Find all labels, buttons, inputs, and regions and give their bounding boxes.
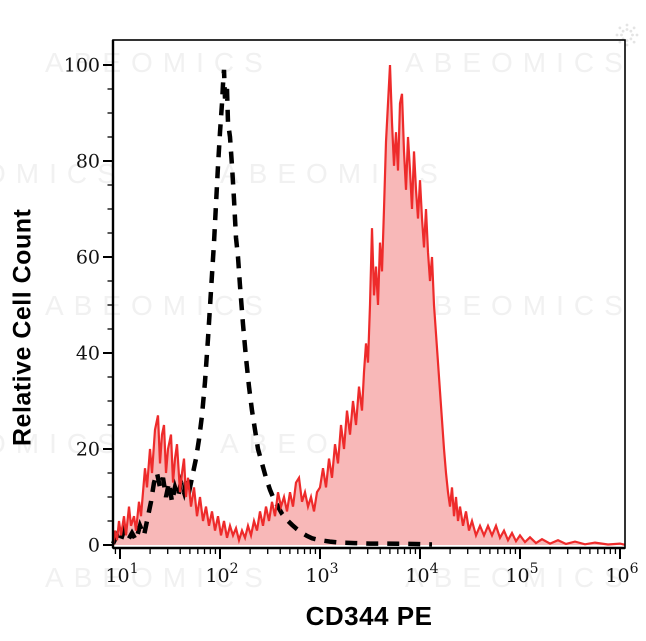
y-tick-label: 100 <box>64 55 100 77</box>
x-tick-label: 106 <box>605 561 638 587</box>
asterisk-watermark-icon <box>615 23 639 47</box>
x-tick-label: 104 <box>405 561 438 587</box>
y-tick-label: 60 <box>76 247 100 269</box>
x-tick-label: 101 <box>105 561 138 587</box>
x-tick-label: 105 <box>505 561 538 587</box>
x-tick-label: 103 <box>305 561 338 587</box>
y-tick-label: 40 <box>76 343 100 365</box>
x-tick-label: 102 <box>205 561 238 587</box>
y-tick-label: 0 <box>88 535 100 557</box>
control-curve <box>110 69 433 550</box>
x-axis-title: CD344 PE <box>305 601 433 631</box>
sample-curve <box>111 64 626 546</box>
y-axis-title: Relative Cell Count <box>8 208 37 447</box>
y-tick-label: 20 <box>76 439 100 461</box>
y-tick-label: 80 <box>76 151 100 173</box>
